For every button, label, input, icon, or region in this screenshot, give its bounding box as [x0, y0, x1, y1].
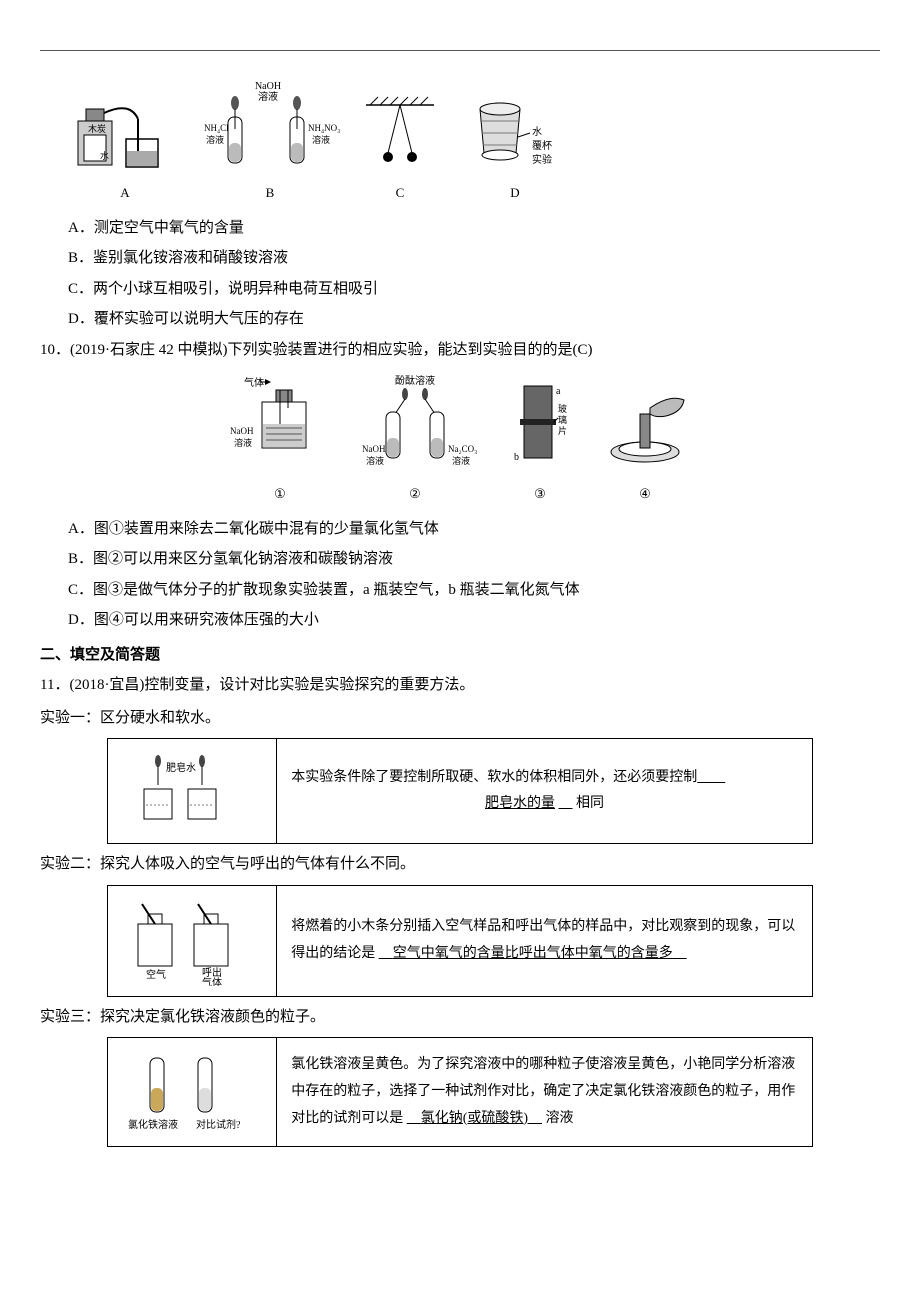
- q9-svg-D: 水 覆杯 实验: [460, 91, 570, 181]
- exp2-title: 实验二：探究人体吸入的空气与呼出的气体有什么不同。: [40, 850, 880, 879]
- exp3-title: 实验三：探究决定氯化铁溶液颜色的粒子。: [40, 1003, 880, 1032]
- exp3-answer: 氯化钠(或硫酸铁): [421, 1111, 528, 1126]
- exp2-img-cell: 空气 呼出 气体: [108, 885, 277, 996]
- q9-opt-A: A．测定空气中氧气的含量: [68, 214, 880, 243]
- q9-opt-D: D．覆杯实验可以说明大气压的存在: [68, 305, 880, 334]
- q9-svg-C: [360, 91, 440, 181]
- q10-stem: 10．(2019·石家庄 42 中模拟)下列实验装置进行的相应实验，能达到实验目…: [40, 336, 880, 365]
- exp3-text-b: 溶液: [546, 1111, 574, 1126]
- exp3-text-a: 氯化铁溶液呈黄色。为了探究溶液中的哪种粒子使溶液呈黄色，小艳同学分析溶液中存在的…: [291, 1057, 795, 1125]
- q10-cap-4: ④: [639, 482, 651, 507]
- q9-caption-A: A: [120, 181, 129, 206]
- q10-opt-C: C．图③是做气体分子的扩散现象实验装置，a 瓶装空气，b 瓶装二氧化氮气体: [68, 576, 880, 605]
- svg-text:溶液: 溶液: [258, 90, 278, 103]
- q10-cap-3: ③: [534, 482, 546, 507]
- q10-d2: 酚酞溶液 NaOH 溶液 Na₂CO₃ 溶液 ②: [350, 372, 480, 507]
- q9-diagram-C: C: [360, 91, 440, 206]
- q10-d1: 气体 NaOH 溶液 ①: [230, 372, 330, 507]
- label-charcoal: 木炭: [88, 123, 106, 134]
- svg-text:水: 水: [532, 126, 542, 138]
- svg-text:气体: 气体: [202, 976, 222, 986]
- svg-text:空气: 空气: [146, 968, 166, 981]
- q11-stem: 11．(2018·宜昌)控制变量，设计对比实验是实验探究的重要方法。: [40, 671, 880, 700]
- q10-d4: ④: [600, 372, 690, 507]
- exp3-table: 氯化铁溶液 对比试剂? 氯化铁溶液呈黄色。为了探究溶液中的哪种粒子使溶液呈黄色，…: [107, 1037, 813, 1147]
- section-2-title: 二、填空及简答题: [40, 641, 880, 670]
- q10-svg-1: 气体 NaOH 溶液: [230, 372, 330, 482]
- q9-caption-D: D: [510, 181, 519, 206]
- q9-diagram-A: 木炭 水 A: [70, 91, 180, 206]
- exp3-text-cell: 氯化铁溶液呈黄色。为了探究溶液中的哪种粒子使溶液呈黄色，小艳同学分析溶液中存在的…: [277, 1038, 813, 1147]
- exp1-title: 实验一：区分硬水和软水。: [40, 704, 880, 733]
- q9-opt-B: B．鉴别氯化铵溶液和硝酸铵溶液: [68, 244, 880, 273]
- q9-diagrams: 木炭 水 A NaOH 溶液 NH₄Cl 溶液: [70, 71, 880, 206]
- q10-svg-2: 酚酞溶液 NaOH 溶液 Na₂CO₃ 溶液: [350, 372, 480, 482]
- q9-opt-C: C．两个小球互相吸引，说明异种电荷互相吸引: [68, 275, 880, 304]
- exp2-table: 空气 呼出 气体 将燃着的小木条分别插入空气样品和呼出气体的样品中，对比观察到的…: [107, 885, 813, 997]
- q9-caption-C: C: [396, 181, 405, 206]
- q10-opt-D: D．图④可以用来研究液体压强的大小: [68, 606, 880, 635]
- q10-svg-3: a 玻 璃 片 b: [500, 372, 580, 482]
- svg-text:NaOH: NaOH: [255, 81, 281, 92]
- svg-text:NH₄NO₃: NH₄NO₃: [308, 123, 340, 133]
- q10-cap-1: ①: [274, 482, 286, 507]
- q10-d3: a 玻 璃 片 b ③: [500, 372, 580, 507]
- q9-diagram-D: 水 覆杯 实验 D: [460, 91, 570, 206]
- svg-text:片: 片: [558, 425, 567, 436]
- svg-text:溶液: 溶液: [452, 455, 470, 466]
- exp1-answer: 肥皂水的量: [485, 796, 555, 811]
- svg-text:实验: 实验: [532, 153, 552, 166]
- exp1-img-cell: 肥皂水: [108, 739, 277, 844]
- q10-cap-2: ②: [409, 482, 421, 507]
- svg-text:NaOH: NaOH: [362, 444, 386, 454]
- exp2-text-cell: 将燃着的小木条分别插入空气样品和呼出气体的样品中，对比观察到的现象，可以得出的结…: [277, 885, 813, 996]
- exp1-table: 肥皂水 本实验条件除了要控制所取硬、软水的体积相同外，还必须要控制 肥皂水的量 …: [107, 738, 813, 844]
- exp3-img-cell: 氯化铁溶液 对比试剂?: [108, 1038, 277, 1147]
- page-top-rule: [40, 50, 880, 51]
- svg-text:溶液: 溶液: [206, 134, 224, 145]
- svg-text:肥皂水: 肥皂水: [166, 761, 196, 774]
- q10-opt-A: A．图①装置用来除去二氧化碳中混有的少量氯化氢气体: [68, 515, 880, 544]
- svg-text:b: b: [514, 452, 519, 463]
- svg-text:NaOH: NaOH: [230, 426, 254, 436]
- svg-text:NH₄Cl: NH₄Cl: [204, 123, 229, 133]
- svg-text:a: a: [556, 386, 561, 397]
- svg-text:覆杯: 覆杯: [532, 139, 552, 152]
- q9-diagram-B: NaOH 溶液 NH₄Cl 溶液 NH₄NO₃ 溶液 B: [200, 71, 340, 206]
- svg-text:Na₂CO₃: Na₂CO₃: [448, 444, 477, 454]
- exp1-text-a: 本实验条件除了要控制所取硬、软水的体积相同外，还必须要控制: [291, 770, 697, 785]
- svg-text:对比试剂?: 对比试剂?: [196, 1118, 241, 1131]
- exp1-text-b: 相同: [576, 796, 604, 811]
- exp2-answer: 空气中氧气的含量比呼出气体中氧气的含量多: [393, 946, 673, 961]
- svg-text:氯化铁溶液: 氯化铁溶液: [128, 1118, 178, 1131]
- q10-diagrams: 气体 NaOH 溶液 ① 酚酞溶液 NaOH 溶液 Na₂CO₃ 溶液: [40, 372, 880, 507]
- exp1-text-cell: 本实验条件除了要控制所取硬、软水的体积相同外，还必须要控制 肥皂水的量 相同: [277, 739, 813, 844]
- q10-svg-4: [600, 372, 690, 482]
- svg-text:溶液: 溶液: [312, 134, 330, 145]
- label-water: 水: [100, 150, 109, 161]
- q9-svg-A: 木炭 水: [70, 91, 180, 181]
- svg-text:酚酞溶液: 酚酞溶液: [395, 374, 435, 387]
- svg-text:溶液: 溶液: [366, 455, 384, 466]
- q9-caption-B: B: [266, 181, 275, 206]
- q9-svg-B: NaOH 溶液 NH₄Cl 溶液 NH₄NO₃ 溶液: [200, 71, 340, 181]
- q10-opt-B: B．图②可以用来区分氢氧化钠溶液和碳酸钠溶液: [68, 545, 880, 574]
- svg-text:璃: 璃: [558, 414, 567, 425]
- svg-text:溶液: 溶液: [234, 437, 252, 448]
- svg-text:玻: 玻: [558, 403, 567, 414]
